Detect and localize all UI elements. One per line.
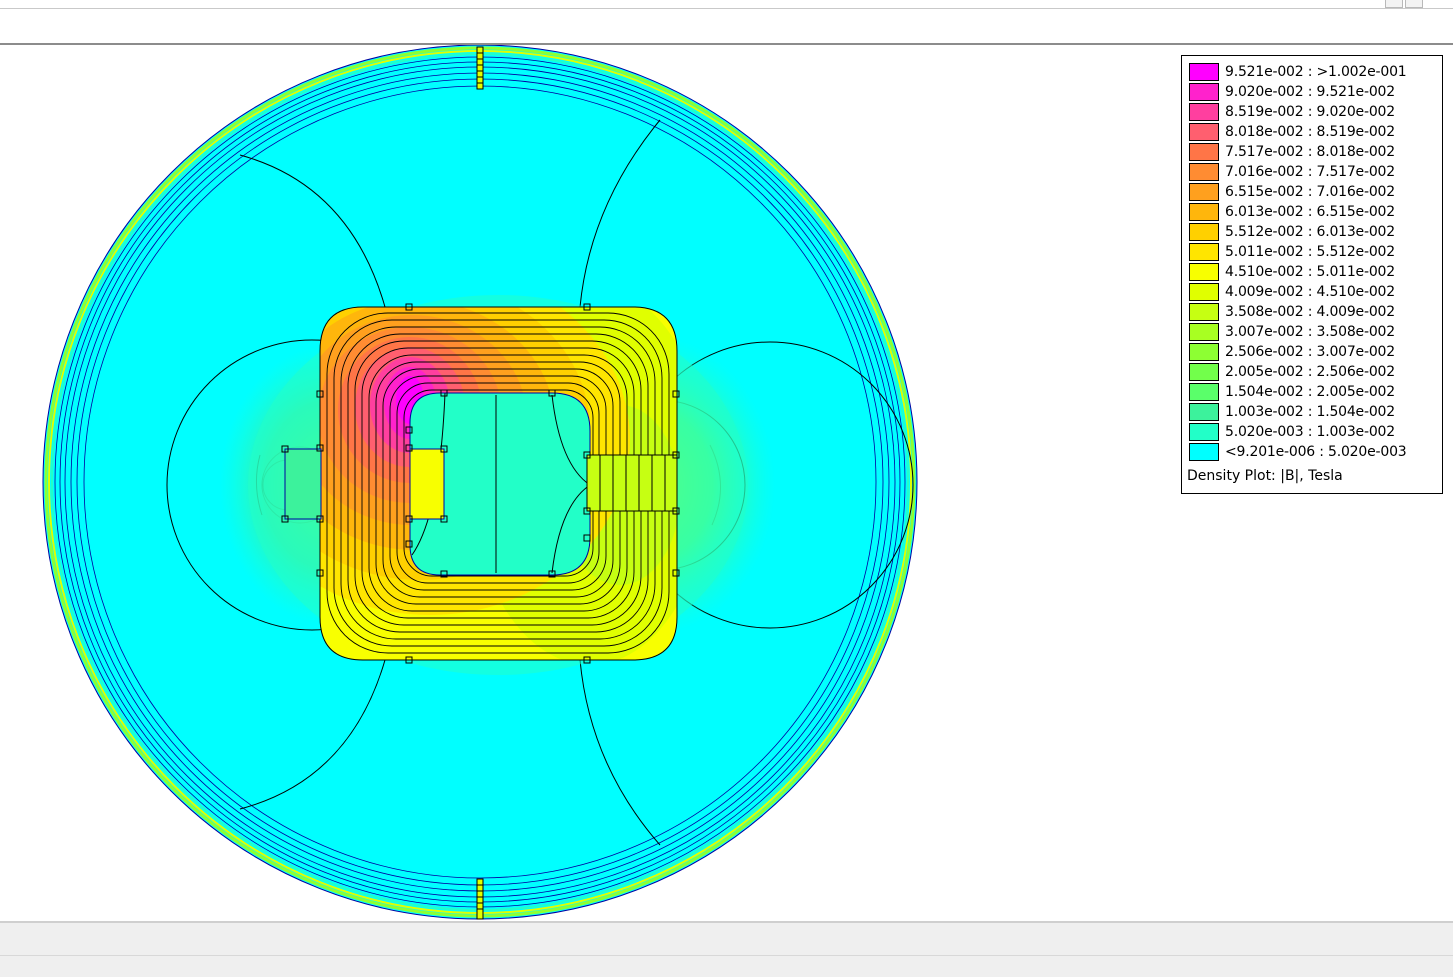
legend-label: 1.504e-002 : 2.005e-002 [1225,384,1395,400]
legend-swatch [1189,163,1219,181]
legend-item: 2.506e-002 : 3.007e-002 [1188,342,1440,362]
window-minimize-button[interactable] [1385,0,1403,8]
legend-swatch [1189,103,1219,121]
legend-item: 6.515e-002 : 7.016e-002 [1188,182,1440,202]
legend-item: 3.508e-002 : 4.009e-002 [1188,302,1440,322]
right-coil [586,454,678,512]
plot-viewport[interactable]: Density Plot: |B|, Tesla 9.521e-002 : >1… [0,45,1453,921]
legend-label: 4.009e-002 : 4.510e-002 [1225,284,1395,300]
density-legend: Density Plot: |B|, Tesla 9.521e-002 : >1… [1181,55,1443,494]
legend-label: 6.013e-002 : 6.515e-002 [1225,204,1395,220]
legend-item: 7.016e-002 : 7.517e-002 [1188,162,1440,182]
legend-swatch [1189,343,1219,361]
legend-swatch [1189,323,1219,341]
field-plot[interactable] [0,45,1453,921]
title-strip [0,0,1453,9]
legend-label: 6.515e-002 : 7.016e-002 [1225,184,1395,200]
legend-swatch [1189,223,1219,241]
legend-swatch [1189,443,1219,461]
legend-label: 3.007e-002 : 3.508e-002 [1225,324,1395,340]
legend-label: 5.020e-003 : 1.003e-002 [1225,424,1395,440]
legend-label: 2.005e-002 : 2.506e-002 [1225,364,1395,380]
legend-item: 8.018e-002 : 8.519e-002 [1188,122,1440,142]
window-restore-button[interactable] [1405,0,1423,8]
legend-label: 9.521e-002 : >1.002e-001 [1225,64,1407,80]
legend-swatch [1189,303,1219,321]
legend-swatch [1189,263,1219,281]
left-coil [284,448,445,520]
legend-item: 2.005e-002 : 2.506e-002 [1188,362,1440,382]
legend-item: 7.517e-002 : 8.018e-002 [1188,142,1440,162]
legend-item: 9.020e-002 : 9.521e-002 [1188,82,1440,102]
legend-item: 5.011e-002 : 5.512e-002 [1188,242,1440,262]
legend-label: 5.011e-002 : 5.512e-002 [1225,244,1395,260]
status-bar [0,921,1453,977]
legend-title: Density Plot: |B|, Tesla [1187,468,1343,484]
legend-item: 1.504e-002 : 2.005e-002 [1188,382,1440,402]
legend-item: 5.020e-003 : 1.003e-002 [1188,422,1440,442]
legend-label: 7.016e-002 : 7.517e-002 [1225,164,1395,180]
legend-label: 7.517e-002 : 8.018e-002 [1225,144,1395,160]
legend-swatch [1189,363,1219,381]
legend-item: 4.510e-002 : 5.011e-002 [1188,262,1440,282]
legend-swatch [1189,63,1219,81]
core-outline [319,306,678,661]
legend-swatch [1189,83,1219,101]
legend-label: 9.020e-002 : 9.521e-002 [1225,84,1395,100]
legend-swatch [1189,383,1219,401]
gap-markers [476,46,484,920]
legend-swatch [1189,143,1219,161]
legend-swatch [1189,203,1219,221]
legend-item: 9.521e-002 : >1.002e-001 [1188,62,1440,82]
legend-swatch [1189,403,1219,421]
legend-item: <9.201e-006 : 5.020e-003 [1188,442,1440,462]
legend-item: 5.512e-002 : 6.013e-002 [1188,222,1440,242]
legend-label: 1.003e-002 : 1.504e-002 [1225,404,1395,420]
legend-item: 3.007e-002 : 3.508e-002 [1188,322,1440,342]
legend-swatch [1189,123,1219,141]
toolbar-area [0,9,1453,45]
legend-item: 1.003e-002 : 1.504e-002 [1188,402,1440,422]
legend-item: 8.519e-002 : 9.020e-002 [1188,102,1440,122]
legend-label: 3.508e-002 : 4.009e-002 [1225,304,1395,320]
legend-label: 5.512e-002 : 6.013e-002 [1225,224,1395,240]
legend-swatch [1189,243,1219,261]
legend-label: <9.201e-006 : 5.020e-003 [1225,444,1407,460]
legend-label: 8.018e-002 : 8.519e-002 [1225,124,1395,140]
legend-label: 8.519e-002 : 9.020e-002 [1225,104,1395,120]
legend-swatch [1189,183,1219,201]
core-window [409,392,591,576]
legend-swatch [1189,423,1219,441]
legend-item: 4.009e-002 : 4.510e-002 [1188,282,1440,302]
legend-label: 2.506e-002 : 3.007e-002 [1225,344,1395,360]
status-separator [0,955,1453,956]
legend-swatch [1189,283,1219,301]
legend-item: 6.013e-002 : 6.515e-002 [1188,202,1440,222]
node-markers [281,303,680,664]
legend-label: 4.510e-002 : 5.011e-002 [1225,264,1395,280]
